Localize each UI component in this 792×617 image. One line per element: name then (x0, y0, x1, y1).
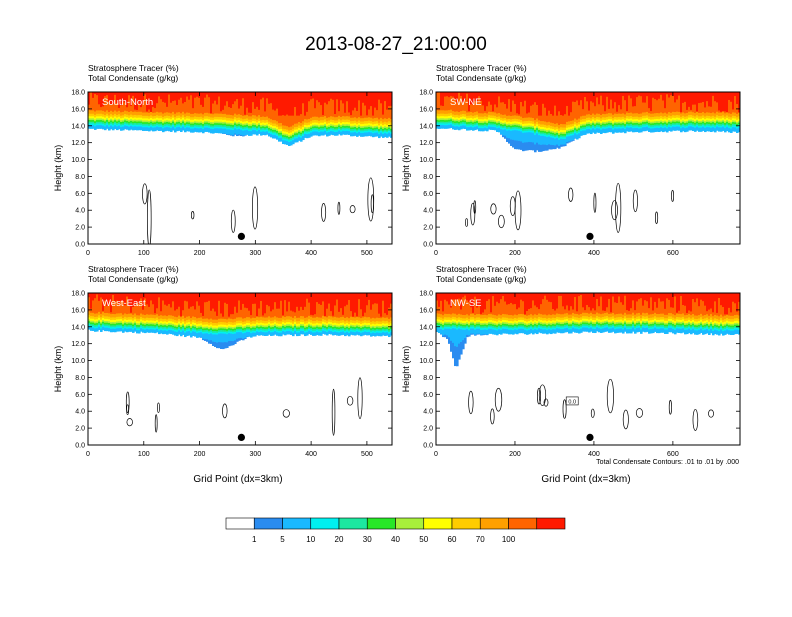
x-tick-label: 300 (249, 451, 261, 458)
y-tick-label: 18.0 (419, 90, 433, 97)
x-tick-label: 100 (138, 250, 150, 257)
x-tick-label: 400 (305, 250, 317, 257)
tracer-band (244, 135, 247, 136)
y-tick-label: 12.0 (71, 140, 85, 147)
y-tick-label: 12.0 (71, 341, 85, 348)
x-tick-label: 400 (588, 250, 600, 257)
x-tick-label: 200 (509, 250, 521, 257)
tracer-band (572, 140, 575, 141)
x-tick-label: 400 (305, 451, 317, 458)
y-tick-label: 14.0 (419, 123, 433, 130)
left-title-condensate: Total Condensate (g/kg) (88, 274, 178, 284)
location-marker (586, 233, 593, 240)
y-tick-label: 0.0 (75, 242, 85, 249)
y-tick-label: 18.0 (71, 291, 85, 298)
x-tick-label: 500 (361, 250, 373, 257)
panel-label: South-North (102, 97, 153, 108)
y-tick-label: 18.0 (71, 90, 85, 97)
y-tick-label: 10.0 (71, 358, 85, 365)
y-tick-label: 8.0 (423, 174, 433, 181)
panel-3: Stratosphere Tracer (%)Total Condensate … (53, 264, 393, 485)
left-title-tracer: Stratosphere Tracer (%) (436, 63, 527, 73)
tracer-band (564, 144, 567, 146)
x-tick-label: 600 (667, 250, 679, 257)
y-tick-label: 10.0 (71, 157, 85, 164)
y-axis-label: Height (km) (401, 145, 411, 192)
y-tick-label: 14.0 (71, 324, 85, 331)
location-marker (238, 233, 245, 240)
y-tick-label: 2.0 (423, 225, 433, 232)
left-title-condensate: Total Condensate (g/kg) (436, 274, 526, 284)
left-title-tracer: Stratosphere Tracer (%) (88, 264, 179, 274)
y-tick-label: 0.0 (423, 242, 433, 249)
y-tick-label: 16.0 (419, 106, 433, 113)
panel-label: SW-NE (450, 97, 482, 108)
x-tick-label: 0 (86, 250, 90, 257)
y-tick-label: 2.0 (75, 426, 85, 433)
y-tick-label: 16.0 (71, 106, 85, 113)
y-tick-label: 0.0 (75, 443, 85, 450)
tracer-band (242, 136, 245, 137)
y-tick-label: 4.0 (75, 409, 85, 416)
panel-1: Stratosphere Tracer (%)Total Condensate … (53, 63, 393, 257)
y-tick-label: 8.0 (75, 375, 85, 382)
location-marker (238, 434, 245, 441)
y-tick-label: 6.0 (423, 191, 433, 198)
left-title-tracer: Stratosphere Tracer (%) (88, 63, 179, 73)
y-tick-label: 2.0 (75, 225, 85, 232)
left-title-tracer: Stratosphere Tracer (%) (436, 264, 527, 274)
y-tick-label: 8.0 (75, 174, 85, 181)
y-tick-label: 10.0 (419, 157, 433, 164)
x-tick-label: 300 (249, 250, 261, 257)
x-tick-label: 200 (194, 250, 206, 257)
y-tick-label: 12.0 (419, 140, 433, 147)
y-tick-label: 16.0 (71, 307, 85, 314)
left-title-condensate: Total Condensate (g/kg) (88, 73, 178, 83)
panel-label: West-East (102, 298, 146, 309)
panel-4: Stratosphere Tracer (%)Total Condensate … (401, 264, 741, 485)
panels: Stratosphere Tracer (%)Total Condensate … (53, 63, 741, 485)
y-tick-label: 6.0 (75, 392, 85, 399)
x-axis-label: Grid Point (dx=3km) (193, 474, 282, 485)
y-tick-label: 4.0 (75, 208, 85, 215)
x-tick-label: 500 (361, 451, 373, 458)
tracer-band (232, 135, 235, 136)
y-tick-label: 4.0 (423, 208, 433, 215)
x-tick-label: 100 (138, 451, 150, 458)
x-tick-label: 0 (434, 250, 438, 257)
y-axis-label: Height (km) (53, 145, 63, 192)
x-tick-label: 0 (86, 451, 90, 458)
y-axis-label: Height (km) (53, 346, 63, 393)
left-title-condensate: Total Condensate (g/kg) (436, 73, 526, 83)
panel-2: Stratosphere Tracer (%)Total Condensate … (401, 63, 741, 257)
figure-title: 2013-08-27_21:00:00 (305, 34, 487, 55)
y-tick-label: 6.0 (75, 191, 85, 198)
y-tick-label: 14.0 (71, 123, 85, 130)
x-tick-label: 200 (194, 451, 206, 458)
tracer-band (244, 338, 247, 339)
